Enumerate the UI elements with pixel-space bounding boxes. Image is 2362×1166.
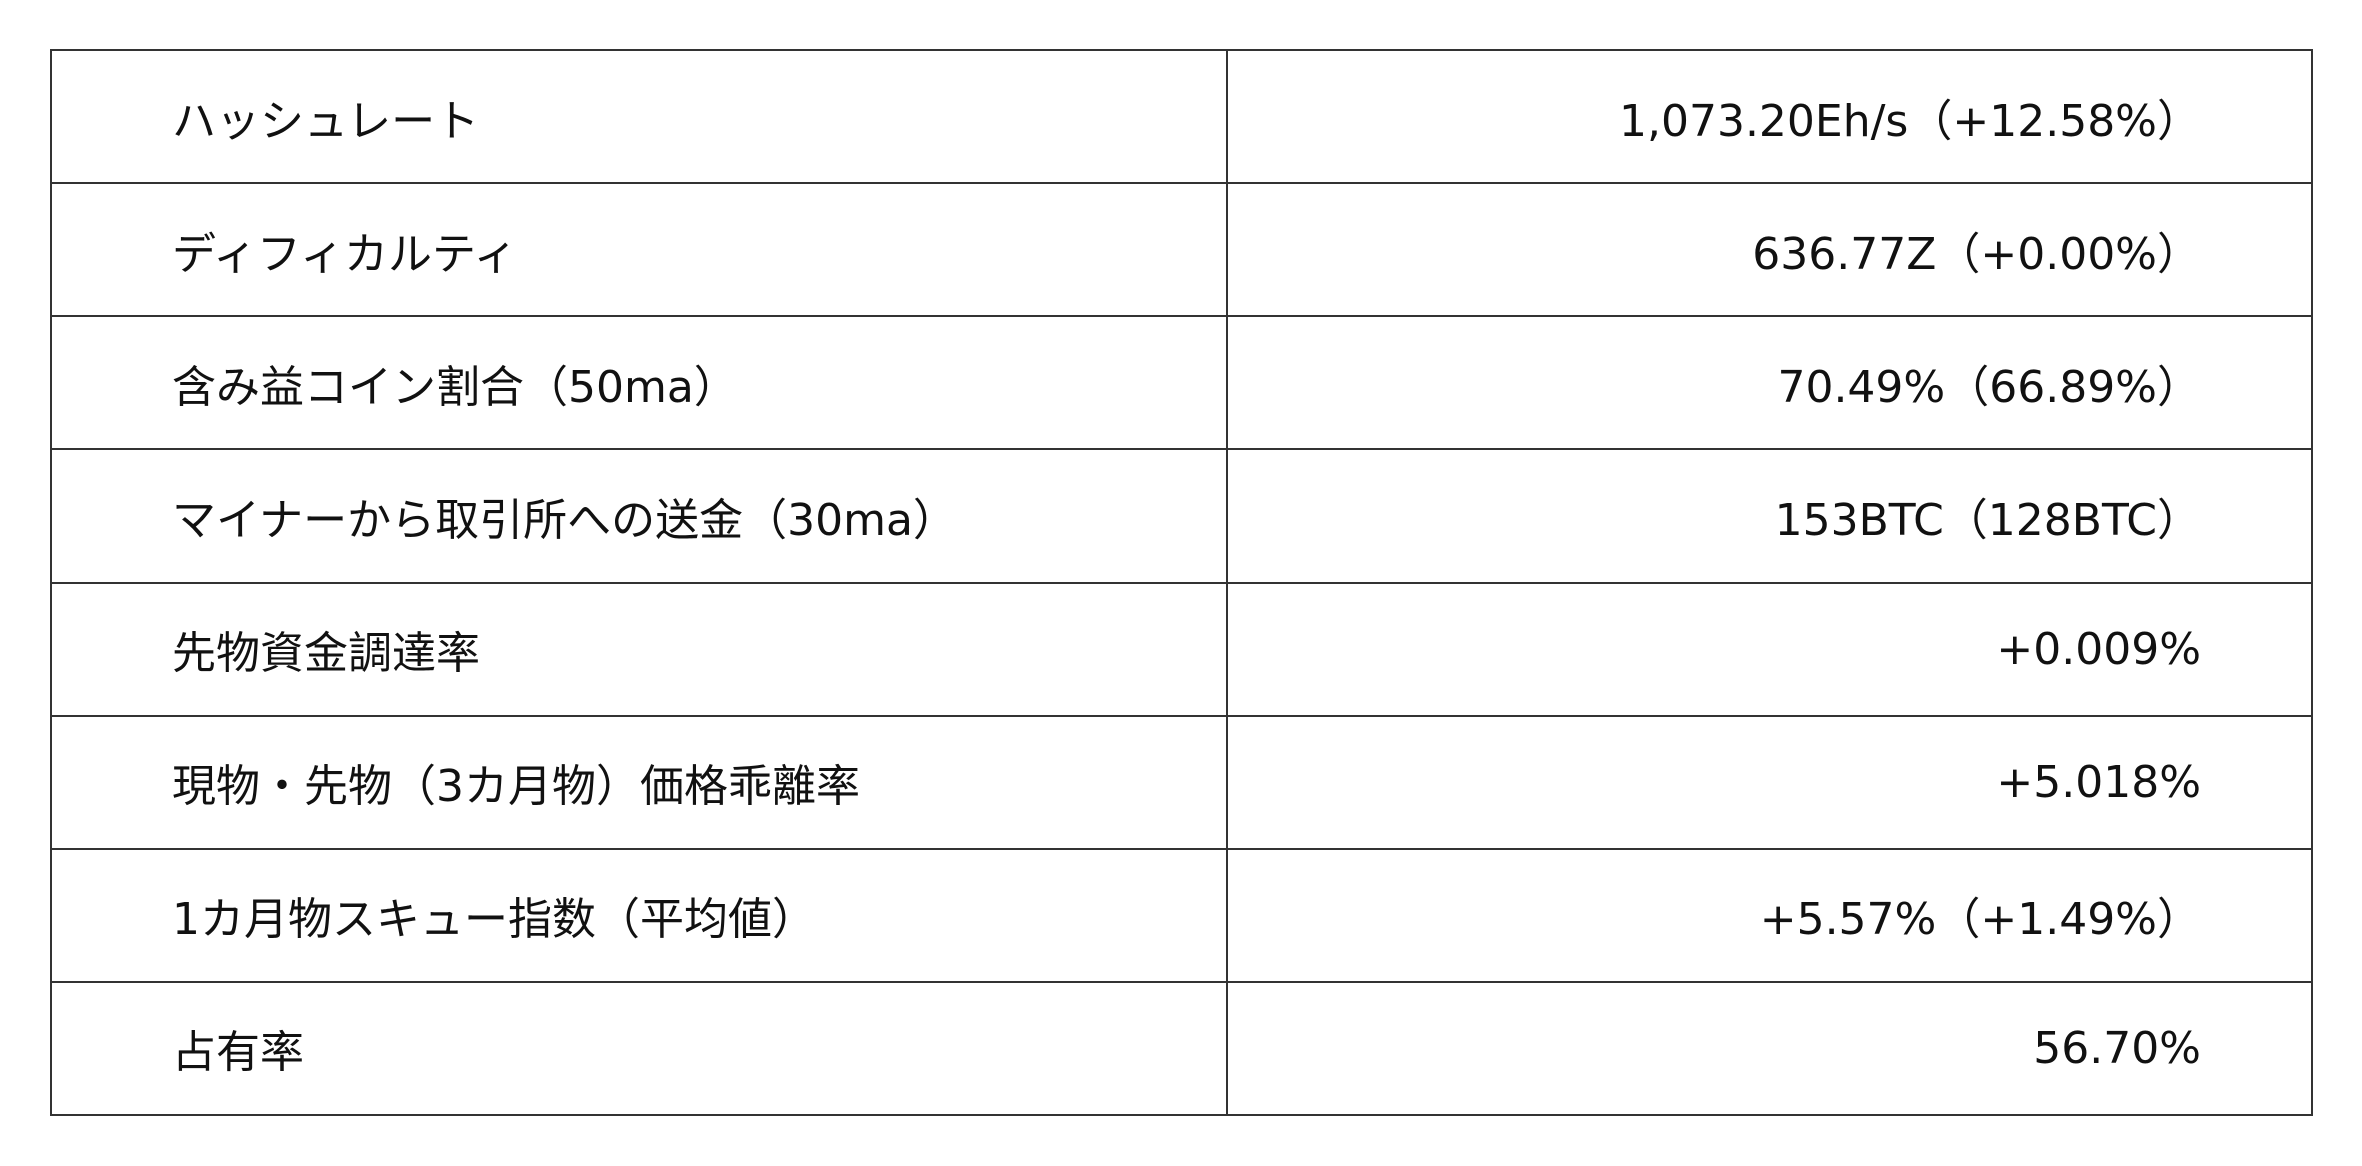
metric-label: 含み益コイン割合（50ma）: [50, 315, 1228, 451]
metric-value: +5.018%: [1226, 714, 2313, 850]
metric-value: +0.009%: [1226, 581, 2313, 717]
metric-value: 70.49%（66.89%）: [1226, 315, 2313, 451]
metric-label: 占有率: [50, 980, 1228, 1117]
table-row: マイナーから取引所への送金（30ma） 153BTC（128BTC）: [50, 448, 2313, 584]
table-row: 現物・先物（3カ月物）価格乖離率 +5.018%: [50, 714, 2313, 850]
metric-label: マイナーから取引所への送金（30ma）: [50, 448, 1228, 584]
table-row: 含み益コイン割合（50ma） 70.49%（66.89%）: [50, 315, 2313, 451]
metric-value: 56.70%: [1226, 980, 2313, 1117]
metric-value: 1,073.20Eh/s（+12.58%）: [1226, 48, 2313, 185]
table-row: 占有率 56.70%: [50, 980, 2313, 1117]
metric-value: 636.77Z（+0.00%）: [1226, 182, 2313, 318]
metric-label: 先物資金調達率: [50, 581, 1228, 717]
metric-value: 153BTC（128BTC）: [1226, 448, 2313, 584]
metric-label: 現物・先物（3カ月物）価格乖離率: [50, 714, 1228, 850]
metrics-table: ハッシュレート 1,073.20Eh/s（+12.58%） ディフィカルティ 636.…: [50, 48, 2313, 1117]
metric-value: +5.57%（+1.49%）: [1226, 847, 2313, 983]
metric-label: 1カ月物スキュー指数（平均値）: [50, 847, 1228, 983]
metric-label: ディフィカルティ: [50, 182, 1228, 318]
table-row: 先物資金調達率 +0.009%: [50, 581, 2313, 717]
metric-label: ハッシュレート: [50, 48, 1228, 185]
table-row: ディフィカルティ 636.77Z（+0.00%）: [50, 182, 2313, 318]
table-row: 1カ月物スキュー指数（平均値） +5.57%（+1.49%）: [50, 847, 2313, 983]
table-row: ハッシュレート 1,073.20Eh/s（+12.58%）: [50, 48, 2313, 185]
